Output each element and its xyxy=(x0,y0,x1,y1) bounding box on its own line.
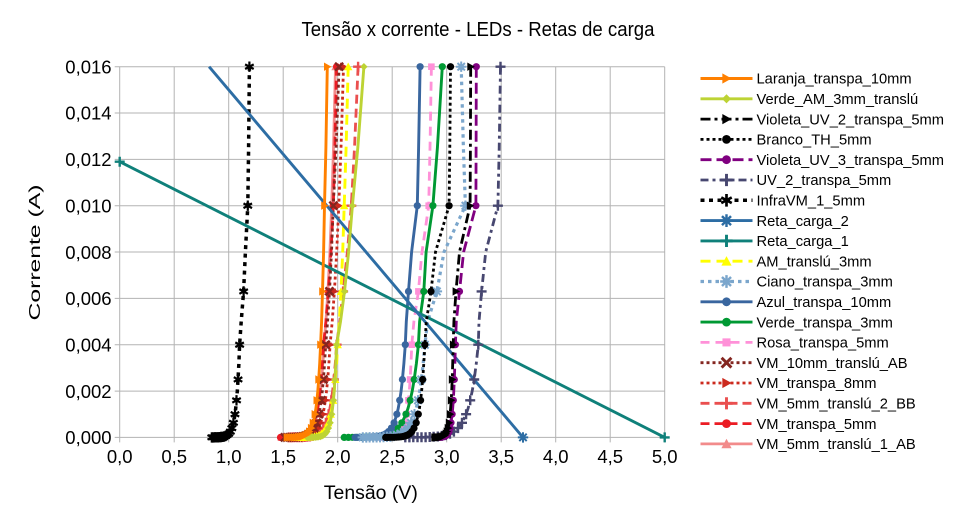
svg-text:0,010: 0,010 xyxy=(65,195,111,216)
svg-text:2,5: 2,5 xyxy=(379,446,405,467)
svg-text:Azul_transpa_10mm: Azul_transpa_10mm xyxy=(757,295,892,311)
svg-text:Laranja_transpa_10mm: Laranja_transpa_10mm xyxy=(757,72,912,88)
svg-text:3,0: 3,0 xyxy=(434,446,460,467)
svg-text:VM_10mm_translú_AB: VM_10mm_translú_AB xyxy=(757,356,908,372)
svg-text:0,016: 0,016 xyxy=(65,56,111,77)
svg-text:0,008: 0,008 xyxy=(65,242,111,263)
svg-text:4,0: 4,0 xyxy=(543,446,569,467)
svg-text:0,012: 0,012 xyxy=(65,149,111,170)
svg-text:VM_5mm_translú_1_AB: VM_5mm_translú_1_AB xyxy=(757,437,916,453)
svg-text:Tensão (V): Tensão (V) xyxy=(324,483,418,504)
svg-text:0,000: 0,000 xyxy=(65,427,111,448)
svg-text:0,5: 0,5 xyxy=(161,446,187,467)
svg-text:1,0: 1,0 xyxy=(216,446,242,467)
svg-text:Violeta_UV_2_transpa_5mm: Violeta_UV_2_transpa_5mm xyxy=(757,112,945,128)
svg-text:3,5: 3,5 xyxy=(488,446,514,467)
svg-text:VM_transpa_5mm: VM_transpa_5mm xyxy=(757,417,877,433)
svg-text:5,0: 5,0 xyxy=(652,446,678,467)
svg-text:0,006: 0,006 xyxy=(65,288,111,309)
svg-text:Branco_TH_5mm: Branco_TH_5mm xyxy=(757,133,872,149)
svg-text:VM_5mm_translú_2_BB: VM_5mm_translú_2_BB xyxy=(757,397,916,413)
svg-text:0,0: 0,0 xyxy=(107,446,133,467)
svg-text:AM_translú_3mm: AM_translú_3mm xyxy=(757,254,872,270)
svg-text:VM_transpa_8mm: VM_transpa_8mm xyxy=(757,376,877,392)
svg-text:Corrente (A): Corrente (A) xyxy=(27,185,44,321)
svg-text:1,5: 1,5 xyxy=(270,446,296,467)
svg-text:Reta_carga_1: Reta_carga_1 xyxy=(757,234,849,250)
svg-text:Ciano_transpa_3mm: Ciano_transpa_3mm xyxy=(757,275,893,291)
svg-text:InfraVM_1_5mm: InfraVM_1_5mm xyxy=(757,194,866,210)
svg-text:Verde_transpa_3mm: Verde_transpa_3mm xyxy=(757,315,893,331)
svg-text:4,5: 4,5 xyxy=(597,446,623,467)
svg-text:Rosa_transpa_5mm: Rosa_transpa_5mm xyxy=(757,336,889,352)
svg-text:Tensão x corrente - LEDs - Ret: Tensão x corrente - LEDs - Retas de carg… xyxy=(302,19,656,41)
svg-text:Verde_AM_3mm_translú: Verde_AM_3mm_translú xyxy=(757,92,919,108)
svg-text:0,014: 0,014 xyxy=(65,103,111,124)
svg-text:Reta_carga_2: Reta_carga_2 xyxy=(757,214,849,230)
svg-text:UV_2_transpa_5mm: UV_2_transpa_5mm xyxy=(757,173,892,189)
svg-text:0,002: 0,002 xyxy=(65,381,111,402)
svg-text:2,0: 2,0 xyxy=(325,446,351,467)
svg-text:Violeta_UV_3_transpa_5mm: Violeta_UV_3_transpa_5mm xyxy=(757,153,945,169)
svg-text:0,004: 0,004 xyxy=(65,334,111,355)
